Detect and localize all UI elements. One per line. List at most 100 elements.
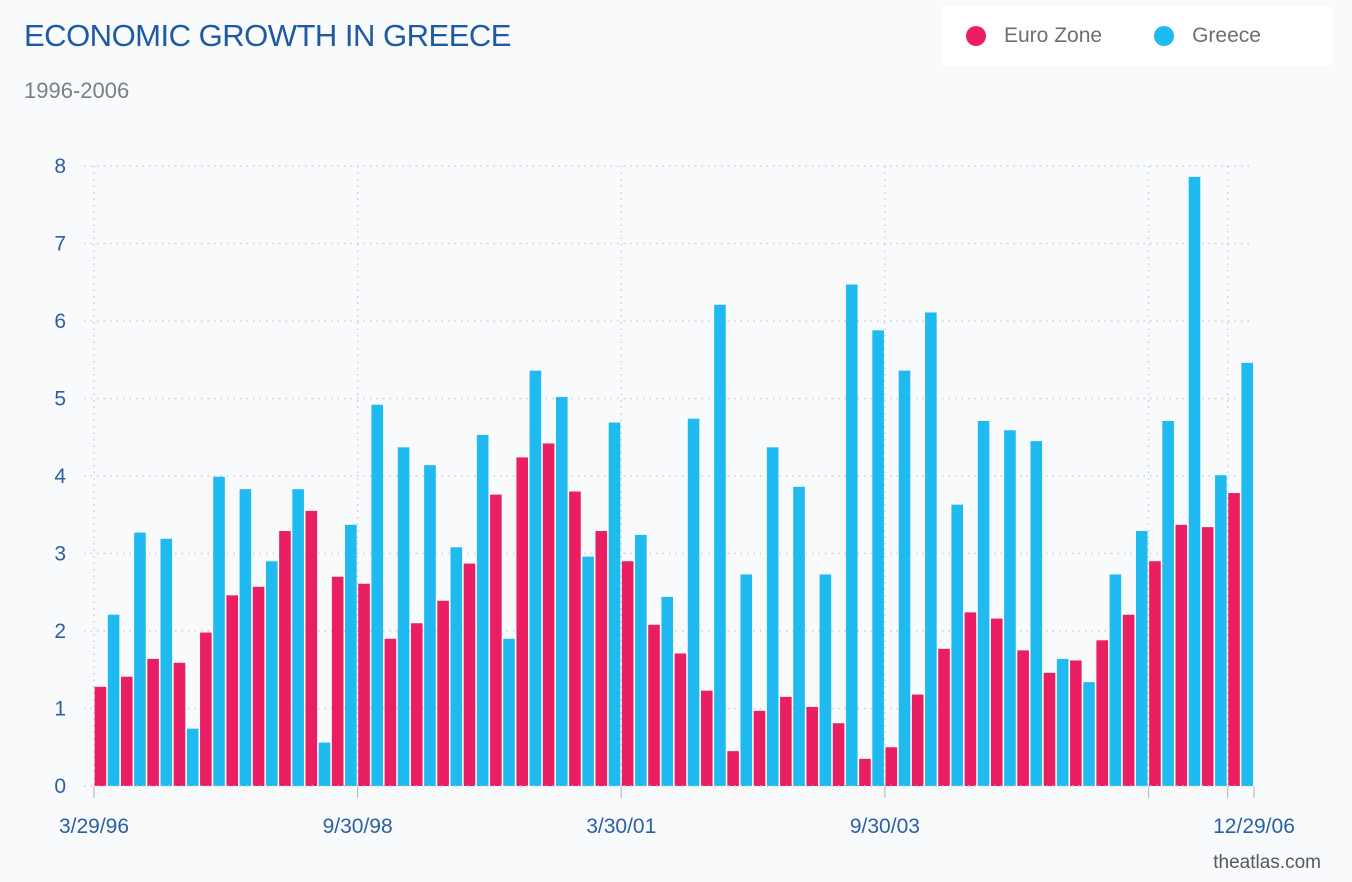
bar-euro-zone xyxy=(542,443,555,786)
bar-euro-zone xyxy=(120,676,133,786)
bar-greece xyxy=(1056,658,1069,786)
bar-euro-zone xyxy=(410,623,423,786)
bar-greece xyxy=(239,489,252,786)
bar-greece xyxy=(134,532,146,786)
bar-euro-zone xyxy=(1043,672,1056,786)
bar-euro-zone xyxy=(806,706,819,786)
bar-euro-zone xyxy=(279,531,291,786)
bar-greece xyxy=(819,574,832,786)
bar-greece xyxy=(687,418,700,786)
bar-euro-zone xyxy=(384,638,397,786)
bar-euro-zone xyxy=(1175,524,1188,786)
bar-euro-zone xyxy=(727,751,739,786)
bar-euro-zone xyxy=(780,696,792,786)
bar-greece xyxy=(555,396,568,786)
bar-euro-zone xyxy=(1017,650,1029,786)
bar-greece xyxy=(107,614,120,786)
bar-greece xyxy=(318,742,331,786)
bar-greece xyxy=(292,489,304,786)
bar-greece xyxy=(951,504,964,786)
bar-euro-zone xyxy=(490,494,502,786)
bar-greece xyxy=(977,420,990,786)
bar-euro-zone xyxy=(938,648,950,786)
bar-greece xyxy=(845,284,858,786)
legend-label-euro-zone: Euro Zone xyxy=(1004,24,1103,47)
bar-euro-zone xyxy=(859,758,871,786)
axis: 0 1 2 3 4 5 6 7 8 3/29/96 9/30/98 3/30/01 9/30/03 12/… xyxy=(54,155,1295,838)
legend-item-euro-zone[interactable]: Euro Zone xyxy=(966,24,1102,48)
bar-greece xyxy=(608,422,621,786)
bar-greece xyxy=(925,312,937,786)
bar-greece xyxy=(872,330,884,786)
legend-swatch-euro-zone xyxy=(966,26,986,46)
bar-greece xyxy=(160,538,173,786)
bar-greece xyxy=(582,556,594,786)
bar-greece xyxy=(1162,420,1174,786)
x-tick-label: 12/29/06 xyxy=(1213,815,1295,838)
bar-euro-zone xyxy=(331,576,344,786)
bar-greece xyxy=(450,547,463,786)
legend: Euro Zone Greece xyxy=(942,6,1332,66)
bar-euro-zone xyxy=(1149,561,1161,786)
bar-greece xyxy=(345,524,357,786)
bar-greece xyxy=(1188,176,1201,787)
y-tick-label: 1 xyxy=(54,698,66,721)
bar-euro-zone xyxy=(964,612,977,786)
source-credit: theatlas.com xyxy=(1213,852,1321,873)
bar-euro-zone xyxy=(94,686,107,786)
bar-greece xyxy=(476,434,489,786)
y-tick-label: 8 xyxy=(54,155,66,178)
bar-greece xyxy=(424,465,436,786)
y-tick-label: 0 xyxy=(54,775,66,798)
legend-swatch-greece xyxy=(1154,26,1175,46)
y-tick-label: 5 xyxy=(54,388,66,411)
bar-greece xyxy=(898,370,911,786)
bar-greece xyxy=(714,304,726,786)
y-tick-label: 3 xyxy=(54,543,66,566)
bar-euro-zone xyxy=(569,491,581,786)
bar-euro-zone xyxy=(252,586,265,786)
bars xyxy=(94,176,1254,787)
bar-greece xyxy=(265,561,278,786)
bar-euro-zone xyxy=(832,723,845,786)
bar-greece xyxy=(1109,574,1122,786)
bar-euro-zone xyxy=(463,563,476,786)
bar-greece xyxy=(661,596,674,786)
bar-euro-zone xyxy=(358,583,370,786)
bar-greece xyxy=(1030,441,1043,786)
bar-euro-zone xyxy=(1122,614,1135,786)
legend-label-greece: Greece xyxy=(1192,24,1261,47)
x-tick-label: 9/30/03 xyxy=(850,815,920,838)
bar-euro-zone xyxy=(595,531,608,786)
bar-greece xyxy=(397,447,410,786)
bar-euro-zone xyxy=(226,595,239,786)
y-tick-label: 4 xyxy=(54,465,66,488)
bar-greece xyxy=(740,574,753,786)
bar-euro-zone xyxy=(1228,493,1240,786)
bar-euro-zone xyxy=(147,658,159,786)
legend-item-greece[interactable]: Greece xyxy=(1154,24,1261,48)
bar-euro-zone xyxy=(1201,527,1214,786)
chart-subtitle: 1996-2006 xyxy=(24,78,130,103)
bar-greece xyxy=(793,486,805,786)
bar-euro-zone xyxy=(437,600,449,786)
y-tick-label: 2 xyxy=(54,620,66,643)
chart-title: ECONOMIC GROWTH IN GREECE xyxy=(24,18,511,53)
bar-greece xyxy=(186,728,199,786)
bar-greece xyxy=(635,534,647,786)
bar-greece xyxy=(371,404,384,786)
x-tick-label: 3/29/96 xyxy=(59,815,129,838)
bar-euro-zone xyxy=(990,618,1003,786)
y-tick-label: 7 xyxy=(54,233,66,256)
bar-euro-zone xyxy=(700,690,713,786)
bar-greece xyxy=(529,370,542,786)
bar-greece xyxy=(1135,531,1148,786)
bar-euro-zone xyxy=(516,457,529,786)
bar-greece xyxy=(1004,430,1016,786)
bar-greece xyxy=(503,638,515,786)
y-tick-label: 6 xyxy=(54,310,66,333)
bar-greece xyxy=(1241,362,1254,786)
bar-euro-zone xyxy=(911,694,924,786)
bar-euro-zone xyxy=(753,710,766,786)
bar-euro-zone xyxy=(648,624,660,786)
